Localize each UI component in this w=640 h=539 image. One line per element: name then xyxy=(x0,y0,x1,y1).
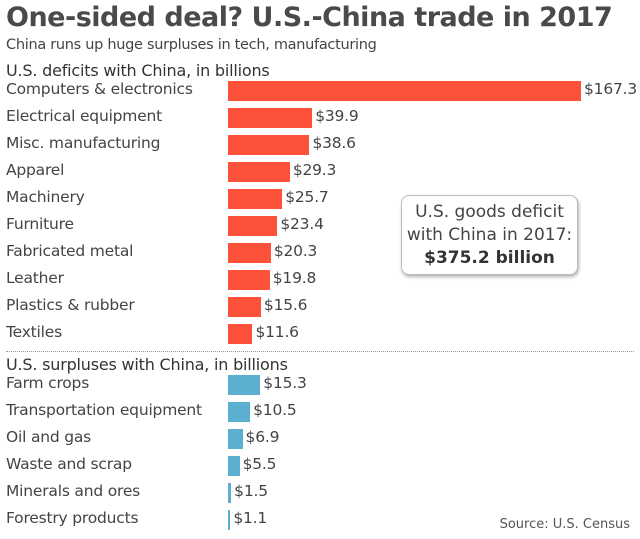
value-label: $15.6 xyxy=(263,296,308,314)
category-label: Misc. manufacturing xyxy=(6,134,161,152)
surpluses-section-title: U.S. surpluses with China, in billions xyxy=(6,355,288,374)
bar xyxy=(228,297,261,317)
category-label: Textiles xyxy=(6,323,62,341)
value-label: $10.5 xyxy=(253,401,297,419)
value-label: $5.5 xyxy=(242,455,277,473)
category-label: Oil and gas xyxy=(6,428,92,446)
category-label: Fabricated metal xyxy=(6,242,134,260)
bar xyxy=(228,216,278,236)
category-label: Furniture xyxy=(6,215,74,233)
bar xyxy=(228,375,261,395)
section-divider xyxy=(6,351,634,352)
bar xyxy=(228,402,251,422)
bar xyxy=(228,189,283,209)
value-label: $25.7 xyxy=(285,188,329,206)
value-label: $29.3 xyxy=(292,161,337,179)
category-label: Electrical equipment xyxy=(6,107,163,125)
category-label: Plastics & rubber xyxy=(6,296,135,314)
bar xyxy=(228,483,232,503)
value-label: $20.3 xyxy=(273,242,318,260)
callout-line-2: with China in 2017: xyxy=(406,225,573,245)
value-label: $15.3 xyxy=(263,374,307,392)
bar xyxy=(228,162,290,182)
bar xyxy=(228,135,310,155)
category-label: Forestry products xyxy=(6,509,139,527)
bar xyxy=(228,81,581,101)
callout-value: $375.2 billion xyxy=(424,248,555,268)
chart-title: One-sided deal? U.S.-China trade in 2017 xyxy=(6,2,613,33)
value-label: $11.6 xyxy=(255,323,299,341)
category-label: Leather xyxy=(6,269,64,287)
total-deficit-callout: U.S. goods deficit with China in 2017: $… xyxy=(401,195,578,275)
category-label: Apparel xyxy=(6,161,65,179)
callout-line-1: U.S. goods deficit xyxy=(415,202,564,222)
value-label: $1.5 xyxy=(234,482,268,500)
bar xyxy=(228,324,253,344)
bar xyxy=(228,243,271,263)
value-label: $1.1 xyxy=(233,509,268,527)
value-label: $39.9 xyxy=(315,107,359,125)
bar xyxy=(228,270,270,290)
category-label: Machinery xyxy=(6,188,85,206)
value-label: $167.3 xyxy=(584,80,638,98)
bar xyxy=(228,108,313,128)
category-label: Minerals and ores xyxy=(6,482,141,500)
value-label: $6.9 xyxy=(245,428,280,446)
category-label: Computers & electronics xyxy=(6,80,193,98)
chart-subtitle: China runs up huge surpluses in tech, ma… xyxy=(6,37,377,53)
value-label: $19.8 xyxy=(272,269,317,287)
bar xyxy=(228,429,243,449)
source-note: Source: U.S. Census xyxy=(499,517,630,532)
bar xyxy=(228,510,231,530)
category-label: Transportation equipment xyxy=(6,401,202,419)
category-label: Farm crops xyxy=(6,374,90,392)
bar xyxy=(228,456,240,476)
deficits-section-title: U.S. deficits with China, in billions xyxy=(6,61,270,80)
category-label: Waste and scrap xyxy=(6,455,132,473)
value-label: $38.6 xyxy=(312,134,356,152)
value-label: $23.4 xyxy=(280,215,324,233)
